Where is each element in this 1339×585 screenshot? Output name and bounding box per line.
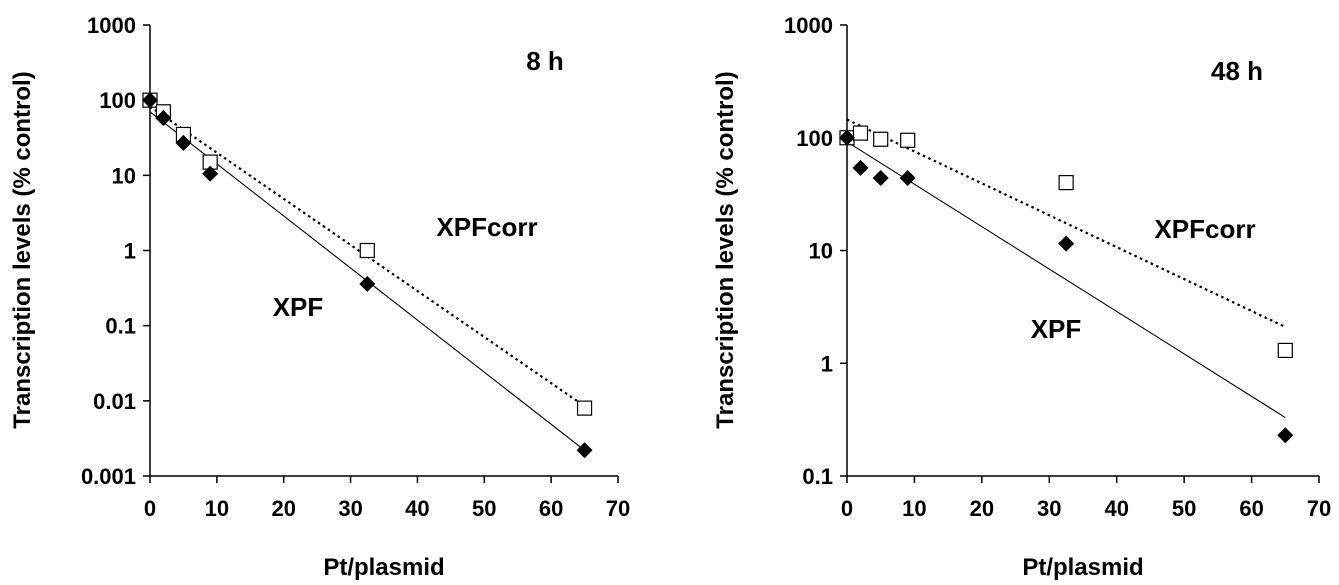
x-tick-label: 60: [1239, 496, 1263, 521]
x-tick-labels: 0 10 20 30 40 50 60 70: [841, 496, 1331, 521]
trendlines: [846, 118, 1286, 419]
y-tick-label: 1: [124, 239, 136, 264]
data-points: [839, 125, 1294, 444]
y-ticks: [840, 24, 847, 477]
chart-panel-48h: 0.1 1 10 100 1000 0 10 20 30 40 50 60 70 Transcript…: [712, 13, 1331, 581]
xpf-annotation: XPF: [1031, 314, 1082, 344]
x-tick-label: 50: [472, 496, 496, 521]
xpf-point: [1277, 427, 1294, 444]
xpf-trendline: [846, 141, 1286, 419]
y-tick-label: 10: [809, 239, 833, 264]
xpfcorr-annotation: XPFcorr: [1154, 214, 1255, 244]
y-tick-label: 10: [112, 163, 136, 188]
xpf-point: [852, 159, 869, 176]
x-tick-label: 50: [1172, 496, 1196, 521]
xpf-point: [1058, 235, 1075, 252]
x-tick-label: 70: [606, 496, 630, 521]
time-annotation: 8 h: [526, 46, 564, 76]
x-tick-label: 10: [205, 496, 229, 521]
y-ticks: [143, 24, 150, 477]
y-tick-label: 100: [796, 126, 833, 151]
y-tick-label: 1: [821, 351, 833, 376]
x-ticks: [846, 476, 1320, 483]
x-tick-label: 70: [1307, 496, 1331, 521]
y-tick-label: 0.01: [93, 389, 136, 414]
x-tick-label: 20: [271, 496, 295, 521]
xpfcorr-point: [900, 132, 916, 148]
x-tick-label: 30: [1037, 496, 1061, 521]
xpfcorr-point: [359, 242, 375, 259]
y-tick-label: 0.001: [81, 464, 136, 489]
xpfcorr-trendline: [846, 118, 1286, 328]
y-tick-label: 1000: [784, 13, 833, 38]
x-axis-label: Pt/plasmid: [1022, 554, 1143, 581]
y-tick-labels: 0.001 0.01 0.1 1 10 100 1000: [81, 13, 136, 489]
x-axis-label: Pt/plasmid: [323, 554, 444, 581]
xpf-point: [839, 129, 855, 146]
data-points: [142, 92, 593, 459]
x-tick-label: 40: [1104, 496, 1128, 521]
y-tick-label: 1000: [87, 13, 136, 38]
xpf-point: [872, 169, 889, 186]
x-tick-label: 60: [539, 496, 563, 521]
y-tick-label: 100: [99, 88, 136, 113]
xpf-point: [155, 109, 172, 126]
xpfcorr-point: [1277, 342, 1293, 359]
xpf-point: [899, 169, 916, 186]
xpf-point: [175, 134, 192, 151]
xpf-point: [359, 275, 376, 292]
xpf-annotation: XPF: [273, 292, 324, 322]
y-axis-label: Transcription levels (% control): [712, 71, 739, 428]
x-tick-label: 10: [902, 496, 926, 521]
xpfcorr-annotation: XPFcorr: [436, 212, 537, 242]
y-tick-label: 0.1: [802, 464, 833, 489]
xpfcorr-trendline: [149, 105, 586, 408]
time-annotation: 48 h: [1211, 56, 1263, 86]
x-tick-label: 0: [841, 496, 853, 521]
x-tick-label: 0: [144, 496, 156, 521]
chart-panel-8h: 0.001 0.01 0.1 1 10 100 1000 0 10 20 30 40 50 60 70 T…: [9, 13, 630, 581]
xpfcorr-point: [576, 400, 593, 416]
xpfcorr-point: [852, 125, 869, 141]
y-tick-label: 0.1: [105, 314, 136, 339]
x-tick-labels: 0 10 20 30 40 50 60 70: [144, 496, 630, 521]
xpfcorr-point: [873, 131, 889, 147]
x-tick-label: 30: [338, 496, 362, 521]
x-tick-label: 20: [970, 496, 994, 521]
x-tick-label: 40: [405, 496, 429, 521]
xpf-point: [576, 442, 593, 459]
y-tick-labels: 0.1 1 10 100 1000: [784, 13, 833, 489]
x-ticks: [149, 476, 619, 483]
y-axis-label: Transcription levels (% control): [9, 71, 36, 428]
xpf-point: [142, 92, 158, 109]
xpf-point: [202, 165, 219, 182]
xpfcorr-point: [1058, 175, 1074, 191]
